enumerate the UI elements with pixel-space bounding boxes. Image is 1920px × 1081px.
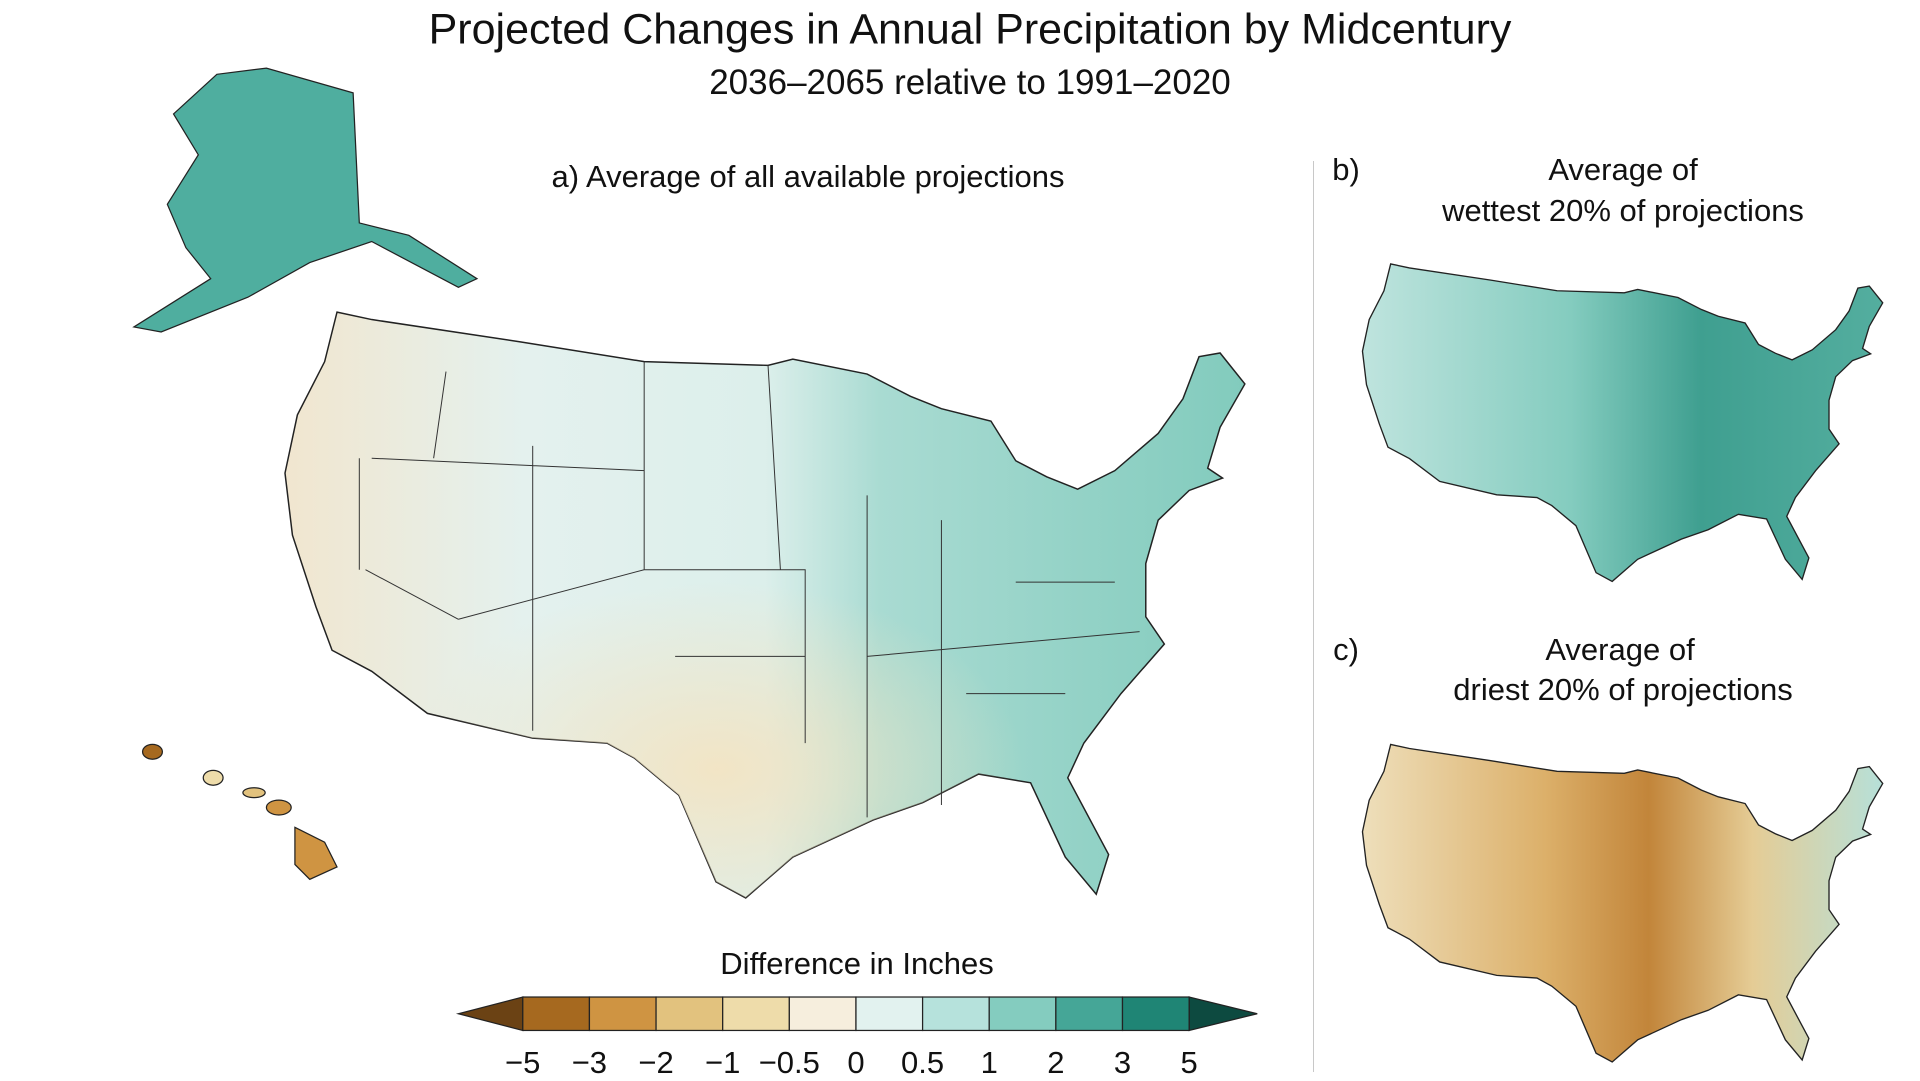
colorbar-tick-label: −1 (704, 1045, 741, 1080)
colorbar-under-arrow (455, 996, 524, 1032)
colorbar-tick-label: 2 (1047, 1045, 1065, 1080)
colorbar-title: Difference in Inches (720, 946, 994, 981)
colorbar-bin (588, 996, 657, 1032)
panel-c-title-line1: Average of (1545, 632, 1695, 667)
panel-b-title-line2: wettest 20% of projections (1442, 193, 1804, 228)
colorbar-tick-label: 0 (847, 1045, 865, 1080)
page-title: Projected Changes in Annual Precipitatio… (428, 5, 1512, 54)
colorbar-bin (722, 996, 790, 1032)
panel-c-letter: c) (1333, 632, 1359, 667)
colorbar-tick-label: 5 (1180, 1045, 1198, 1080)
panel-b-letter: b) (1332, 152, 1360, 187)
colorbar-over-arrow (1188, 996, 1258, 1032)
panel-divider (1313, 161, 1314, 1072)
colorbar-tick-label: −3 (571, 1045, 608, 1080)
colorbar-tick-label: 0.5 (901, 1045, 945, 1080)
colorbar-tick-label: −5 (505, 1045, 541, 1080)
colorbar-bin (522, 996, 591, 1032)
map-conus-wettest-20 (1361, 263, 1884, 583)
colorbar-bin (988, 996, 1057, 1032)
colorbar-tick-label: 1 (980, 1045, 998, 1080)
colorbar-bin (1055, 996, 1124, 1032)
colorbar-bin (655, 996, 724, 1032)
map-conus-driest-20 (1361, 743, 1884, 1063)
colorbar-bin (921, 996, 990, 1032)
colorbar (455, 996, 1258, 1032)
state-boundaries (358, 361, 1140, 818)
colorbar-tick-label: −0.5 (758, 1045, 820, 1080)
map-conus-all-projections (284, 311, 1246, 899)
panel-a-label: a) Average of all available projections (551, 159, 1065, 194)
colorbar-bin (788, 996, 857, 1032)
page-subtitle: 2036–2065 relative to 1991–2020 (709, 63, 1231, 102)
colorbar-tick-label: 3 (1113, 1045, 1132, 1080)
map-hawaii (141, 743, 338, 881)
colorbar-bin (1121, 996, 1190, 1032)
colorbar-tick-label: −2 (638, 1045, 674, 1080)
panel-b-title-line1: Average of (1548, 152, 1698, 187)
panel-c-title-line2: driest 20% of projections (1453, 672, 1793, 707)
colorbar-bin (855, 996, 924, 1032)
map-alaska (132, 67, 479, 333)
